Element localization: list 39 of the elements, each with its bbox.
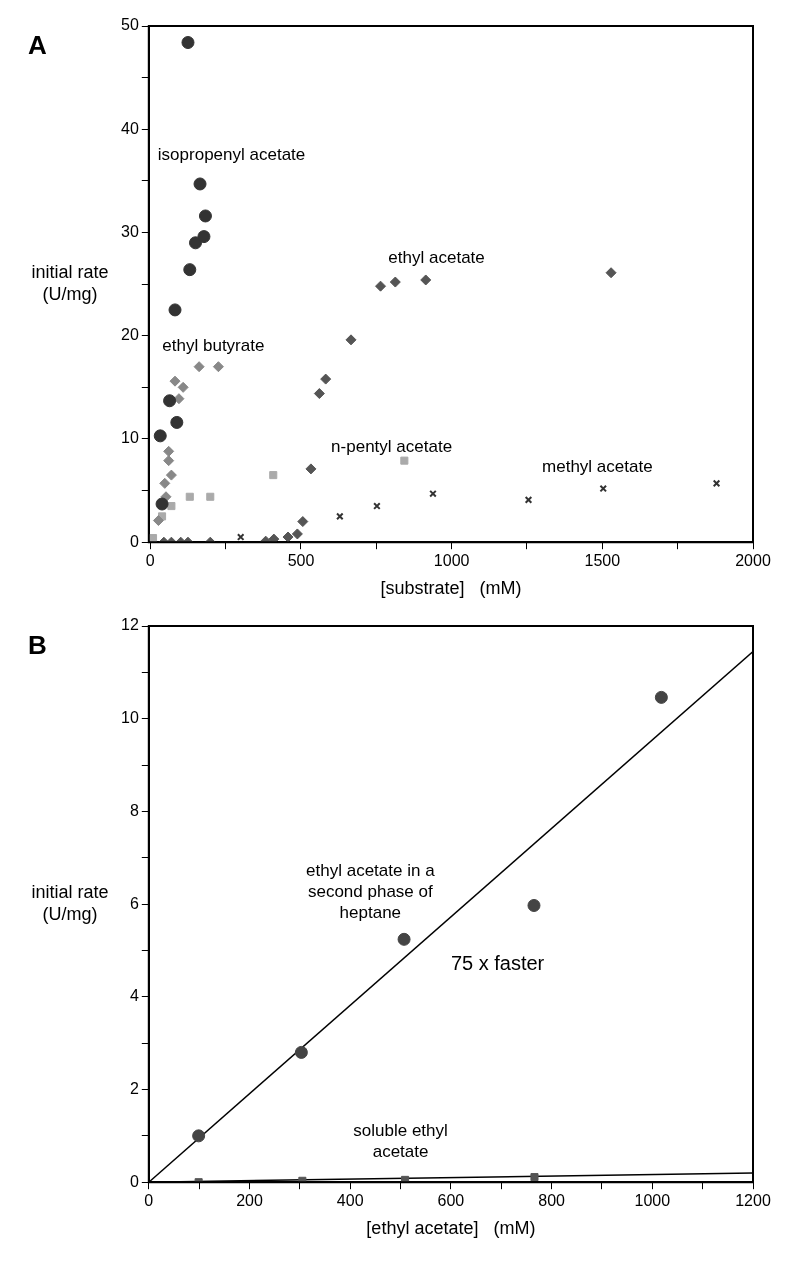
y-tick-label: 10 [121, 709, 139, 727]
x-tick-label: 1200 [735, 1192, 771, 1210]
y-tick-label: 12 [121, 616, 139, 634]
chart-title: B [28, 630, 47, 661]
x-tick-label: 600 [437, 1192, 465, 1210]
x-tick-label: 800 [538, 1192, 566, 1210]
x-tick-label: 1000 [433, 552, 470, 570]
y-tick-label: 6 [129, 894, 139, 912]
chart-title: A [28, 30, 47, 61]
y-tick-label: 30 [121, 222, 139, 240]
x-tick-label: 500 [287, 552, 315, 570]
x-tick-label: 1000 [634, 1192, 671, 1210]
text: soluble ethyl acetate [353, 1120, 448, 1161]
series-label: methyl acetate [542, 456, 653, 476]
x-axis-title: [ethyl acetate] (mM) [366, 1218, 536, 1239]
x-tick-label: 200 [236, 1192, 263, 1210]
x-tick-label: 2000 [735, 552, 771, 570]
y-tick-label: 20 [121, 326, 139, 344]
annotation: 75 x faster [450, 951, 545, 974]
x-tick-label: 400 [336, 1192, 364, 1210]
x-tick-label: 1500 [584, 552, 621, 570]
series-label: ethyl acetate in a second phase of heptane [306, 861, 436, 923]
y-tick-label: 10 [121, 429, 139, 447]
series-label: ethyl butyrate [162, 335, 265, 355]
text: isopropenyl acetate [157, 144, 306, 164]
y-axis-title: initial rate (U/mg) [31, 262, 109, 305]
y-tick-label: 2 [129, 1079, 139, 1097]
x-tick-label: 0 [145, 552, 155, 570]
series-label: ethyl acetate [388, 247, 485, 267]
y-tick-label: 4 [129, 987, 139, 1005]
x-axis-title: [substrate] (mM) [380, 578, 522, 599]
y-tick-label: 50 [121, 16, 139, 34]
y-axis-title: initial rate (U/mg) [31, 882, 109, 925]
y-tick-label: 8 [129, 801, 139, 819]
x-tick-label: 0 [144, 1192, 154, 1210]
y-tick-label: 0 [129, 532, 139, 550]
y-tick-label: 0 [129, 1172, 139, 1190]
series-label: n-pentyl acetate [331, 436, 453, 456]
y-tick-label: 40 [121, 119, 139, 137]
